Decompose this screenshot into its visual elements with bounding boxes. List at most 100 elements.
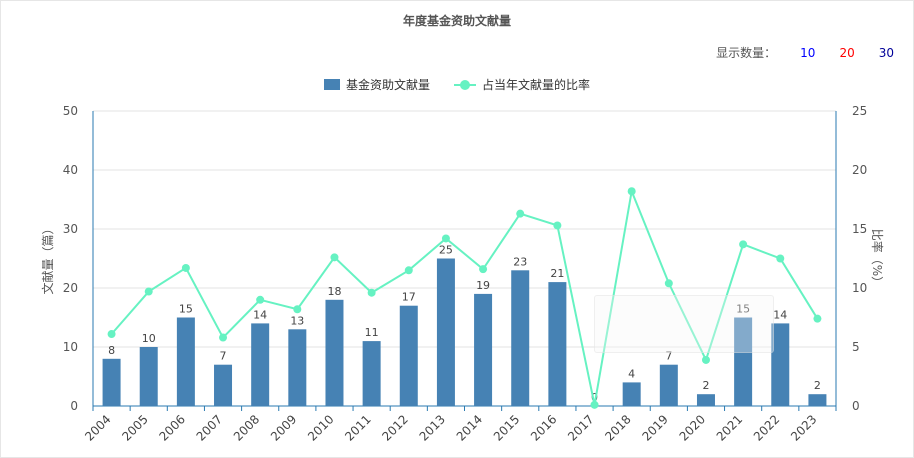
bar-data-label: 4: [628, 367, 635, 380]
x-tick-label: 2012: [379, 412, 410, 443]
ratio-point: [404, 266, 413, 275]
x-tick-label: 2023: [788, 412, 819, 443]
bar: [251, 323, 270, 406]
bar-data-label: 21: [550, 267, 564, 280]
legend-bar-label: 基金资助文献量: [345, 78, 430, 92]
bar: [139, 347, 158, 406]
bar-data-label: 10: [142, 332, 156, 345]
bar-data-label: 8: [108, 344, 115, 357]
bar-data-label: 15: [179, 303, 193, 316]
bar-data-label: 7: [665, 350, 672, 363]
bar: [436, 258, 455, 406]
ratio-point: [664, 279, 673, 288]
count-option-30[interactable]: 30: [878, 45, 894, 60]
bar-data-label: 7: [220, 350, 227, 363]
ratio-point: [739, 240, 748, 249]
ratio-point: [441, 234, 450, 243]
ratio-point: [553, 221, 562, 230]
x-tick-label: 2020: [677, 412, 708, 443]
y-right-tick-label: 15: [852, 222, 867, 236]
x-tick-label: 2014: [454, 412, 485, 443]
bar: [696, 394, 715, 406]
ratio-point: [367, 288, 376, 297]
bar-data-label: 11: [365, 326, 379, 339]
y-right-tick-label: 5: [852, 340, 860, 354]
legend-line-label: 占当年文献量的比率: [482, 78, 591, 92]
bar: [622, 382, 641, 406]
ratio-point: [701, 355, 710, 364]
legend-line-swatch: [454, 79, 476, 91]
bar-data-label: 2: [814, 379, 821, 392]
x-tick-label: 2022: [751, 412, 782, 443]
bar-data-label: 19: [476, 279, 490, 292]
display-count-selector: 显示数量： 10 20 30: [716, 44, 894, 61]
bar: [288, 329, 307, 406]
bar: [659, 364, 678, 406]
ratio-point: [479, 265, 488, 274]
x-tick-label: 2016: [528, 412, 559, 443]
x-tick-label: 2007: [194, 412, 225, 443]
y-left-tick-label: 40: [63, 163, 78, 177]
chart-title: 年度基金资助文献量: [402, 14, 511, 28]
legend-item-bar[interactable]: 基金资助文献量: [323, 76, 430, 93]
x-tick-label: 2008: [231, 412, 262, 443]
x-tick-label: 2019: [639, 412, 670, 443]
bar: [399, 305, 418, 406]
y-left-tick-label: 0: [70, 399, 78, 413]
x-tick-label: 2010: [305, 412, 336, 443]
chart-legend: 基金资助文献量 占当年文献量的比率: [0, 76, 914, 93]
y-right-tick-label: 0: [852, 399, 860, 413]
bar: [771, 323, 790, 406]
bar-data-label: 15: [736, 303, 750, 316]
ratio-point: [256, 295, 265, 304]
bar-data-label: 0: [591, 391, 598, 404]
count-option-10[interactable]: 10: [800, 45, 816, 60]
ratio-point: [107, 330, 116, 339]
bar-data-label: 14: [253, 308, 267, 321]
y-left-tick-label: 50: [63, 104, 78, 118]
y-right-tick-label: 25: [852, 104, 867, 118]
bar-data-label: 14: [773, 308, 787, 321]
bar: [176, 317, 195, 406]
bar: [474, 293, 493, 406]
bar-data-label: 18: [327, 285, 341, 298]
bar: [362, 341, 381, 406]
ratio-point: [144, 287, 153, 296]
x-tick-label: 2017: [565, 412, 596, 443]
bar: [325, 299, 344, 406]
ratio-line: [110, 187, 819, 406]
ratio-point: [776, 254, 785, 263]
legend-item-line[interactable]: 占当年文献量的比率: [454, 76, 590, 93]
display-count-label: 显示数量：: [716, 46, 777, 60]
x-tick-label: 2005: [119, 412, 150, 443]
y-right-tick-label: 10: [852, 281, 867, 295]
y-left-tick-label: 20: [63, 281, 78, 295]
y-left-tick-label: 30: [63, 222, 78, 236]
bar: [102, 358, 121, 406]
bar: [214, 364, 233, 406]
x-tick-label: 2009: [268, 412, 299, 443]
bar: [511, 270, 530, 406]
count-option-20[interactable]: 20: [839, 45, 855, 60]
x-tick-label: 2004: [82, 412, 113, 443]
bar-data-label: 17: [402, 291, 416, 304]
y-right-tick-label: 20: [852, 163, 867, 177]
bar: [548, 282, 567, 406]
bar: [734, 317, 753, 406]
bar-data-label: 23: [513, 255, 527, 268]
x-tick-label: 2006: [156, 412, 187, 443]
x-tick-label: 2013: [417, 412, 448, 443]
ratio-point: [293, 305, 302, 314]
x-tick-label: 2015: [491, 412, 522, 443]
x-tick-label: 2011: [342, 412, 373, 443]
x-tick-label: 2021: [714, 412, 745, 443]
ratio-point: [516, 209, 525, 218]
ratio-point: [813, 314, 822, 323]
y-left-tick-label: 10: [63, 340, 78, 354]
ratio-point: [219, 333, 228, 342]
tooltip-ghost: [594, 295, 774, 353]
ratio-point: [181, 263, 190, 272]
bar-data-label: 13: [290, 314, 304, 327]
ratio-point: [627, 187, 636, 196]
